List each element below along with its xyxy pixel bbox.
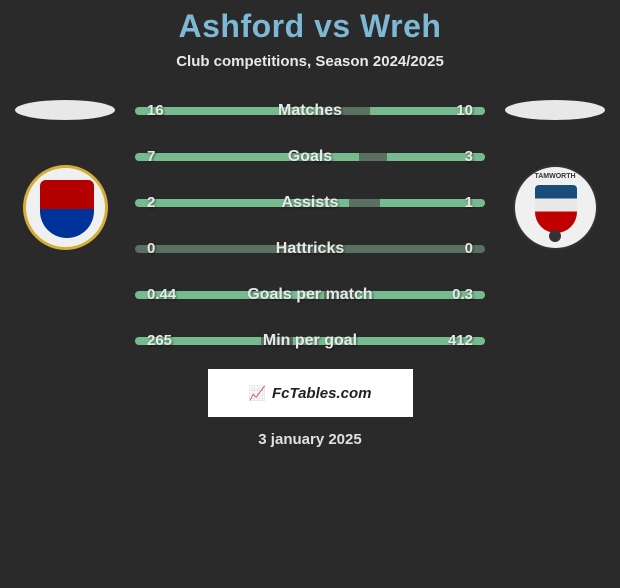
club-right-flag	[505, 100, 605, 120]
comparison-row: 16 10 Matches 7 3 Goals 2 1 Assists 0 0 Hattricks 0.…	[10, 100, 610, 351]
stat-row: 0.44 0.3 Goals per match	[135, 284, 485, 305]
stat-value-right: 412	[448, 332, 473, 349]
stat-label: Goals	[288, 148, 332, 166]
chart-icon: 📈	[249, 385, 266, 402]
club-right-column: TAMWORTH	[505, 100, 605, 250]
shield-icon	[40, 180, 94, 238]
stat-value-right: 0.3	[452, 286, 473, 303]
club-right-badge-label: TAMWORTH	[515, 173, 596, 180]
stat-value-right: 3	[465, 148, 473, 165]
stat-label: Assists	[282, 194, 339, 212]
ball-icon	[549, 230, 561, 242]
stat-row: 7 3 Goals	[135, 146, 485, 167]
club-left-flag	[15, 100, 115, 120]
shield-icon	[535, 185, 577, 233]
stat-value-right: 10	[456, 102, 473, 119]
stat-label: Hattricks	[276, 240, 344, 258]
club-left-badge	[23, 165, 108, 250]
stat-label: Min per goal	[263, 332, 357, 350]
club-left-column	[15, 100, 115, 250]
stat-label: Matches	[278, 102, 342, 120]
brand-label: FcTables.com	[272, 385, 371, 402]
stat-value-left: 7	[147, 148, 155, 165]
stat-value-right: 0	[465, 240, 473, 257]
club-right-badge: TAMWORTH	[513, 165, 598, 250]
stat-value-left: 2	[147, 194, 155, 211]
stat-value-right: 1	[465, 194, 473, 211]
stat-label: Goals per match	[247, 286, 372, 304]
stat-row: 0 0 Hattricks	[135, 238, 485, 259]
stat-value-left: 16	[147, 102, 164, 119]
stat-row: 265 412 Min per goal	[135, 330, 485, 351]
competition-subtitle: Club competitions, Season 2024/2025	[10, 53, 610, 70]
stat-value-left: 0	[147, 240, 155, 257]
brand-link[interactable]: 📈 FcTables.com	[208, 369, 413, 417]
match-title: Ashford vs Wreh	[10, 8, 610, 45]
stat-row: 2 1 Assists	[135, 192, 485, 213]
stat-value-left: 265	[147, 332, 172, 349]
stat-row: 16 10 Matches	[135, 100, 485, 121]
stats-column: 16 10 Matches 7 3 Goals 2 1 Assists 0 0 Hattricks 0.…	[135, 100, 485, 351]
stat-value-left: 0.44	[147, 286, 176, 303]
footer-date: 3 january 2025	[10, 431, 610, 448]
